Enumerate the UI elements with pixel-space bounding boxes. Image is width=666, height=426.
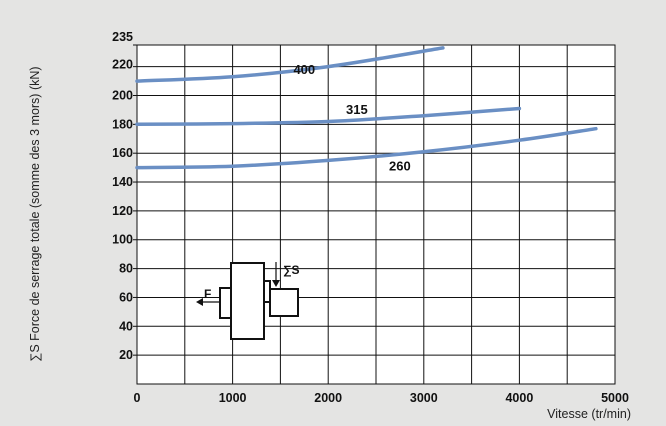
series-line-315	[135, 106, 522, 127]
y-tick-label: 20	[119, 348, 133, 362]
series-lines	[135, 46, 598, 170]
x-tick-label: 4000	[505, 391, 533, 405]
x-tick-label: 5000	[601, 391, 629, 405]
y-tick-label: 160	[112, 146, 133, 160]
chuck-diagram	[196, 262, 299, 340]
sum-force-arrow	[272, 280, 280, 287]
x-tick-label: 1000	[219, 391, 247, 405]
y-tick-label: 235	[112, 30, 133, 44]
y-tick-label: 60	[119, 290, 133, 304]
x-tick-label: 3000	[410, 391, 438, 405]
series-label-315: 315	[346, 102, 368, 117]
force-label: F	[204, 287, 211, 301]
y-tick-label: 140	[112, 175, 133, 189]
grid	[133, 44, 615, 384]
y-tick-label: 220	[112, 58, 133, 72]
series-line-260	[135, 126, 598, 170]
series-label-260: 260	[389, 159, 411, 174]
y-tick-label: 80	[119, 262, 133, 276]
y-axis-label: ∑S Force de serrage totale (somme des 3 …	[28, 66, 42, 361]
y-tick-label: 40	[119, 319, 133, 333]
x-tick-label: 2000	[314, 391, 342, 405]
chuck-left-flange	[219, 287, 232, 319]
series-label-400: 400	[293, 62, 315, 77]
y-tick-label: 120	[112, 204, 133, 218]
x-axis-label: Vitesse (tr/min)	[547, 407, 631, 421]
x-tick-label: 0	[134, 391, 141, 405]
chuck-spindle	[269, 288, 299, 317]
y-tick-label: 100	[112, 233, 133, 247]
series-labels: 400 315 260	[293, 62, 410, 174]
y-tick-label: 180	[112, 117, 133, 131]
force-arrow	[196, 298, 203, 306]
sum-force-label: ∑S	[283, 263, 300, 277]
tick-labels: 0 1000 2000 3000 4000 5000 20 40 60 80 100 120 140 16…	[112, 30, 629, 405]
chuck-body	[230, 262, 265, 340]
series-line-400	[135, 46, 445, 83]
y-tick-label: 200	[112, 88, 133, 102]
